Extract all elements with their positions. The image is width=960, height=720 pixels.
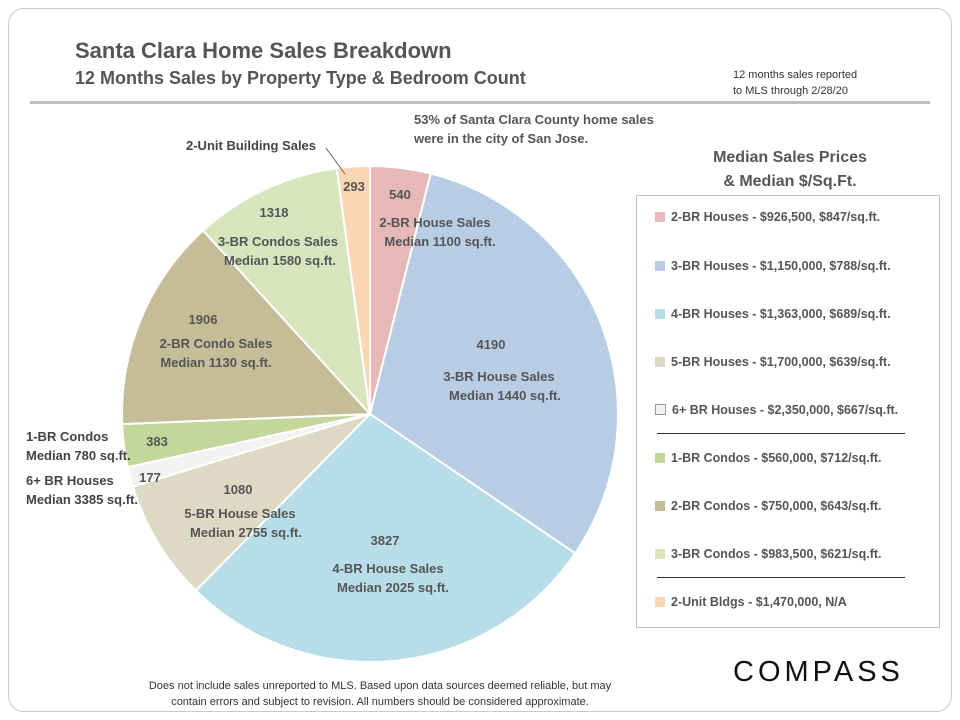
- slice-label-1br-condo-line-1: 1-BR Condos: [26, 429, 108, 444]
- slice-label-2br-house-line-2: Median 1100 sq.ft.: [384, 234, 495, 249]
- legend-item-text: 2-BR Houses - $926,500, $847/sq.ft.: [671, 210, 881, 224]
- pie-slice-5br-house: [131, 413, 371, 592]
- value-label-2unit-bldg: 293: [343, 179, 365, 194]
- slice-label-3br-condo-line-1: 3-BR Condos Sales: [218, 234, 338, 249]
- legend-item-text: 3-BR Houses - $1,150,000, $788/sq.ft.: [671, 259, 891, 273]
- legend-swatch: [655, 597, 665, 607]
- slice-label-1br-condo-line-2: Median 780 sq.ft.: [26, 448, 131, 463]
- legend-item-2br-houses: 2-BR Houses - $926,500, $847/sq.ft.: [655, 210, 880, 224]
- value-label-1br-condo: 383: [146, 434, 168, 449]
- annotation-line-2: were in the city of San Jose.: [413, 131, 588, 146]
- legend-item-1br-condos: 1-BR Condos - $560,000, $712/sq.ft.: [655, 451, 882, 465]
- value-label-2br-house: 540: [389, 187, 411, 202]
- pie-labels: 53% of Santa Clara County home sales wer…: [26, 112, 654, 595]
- legend-swatch: [655, 212, 665, 222]
- chart-title: Santa Clara Home Sales Breakdown: [75, 38, 452, 63]
- legend-swatch: [655, 501, 665, 511]
- legend-swatch: [655, 309, 665, 319]
- legend-item-4br-houses: 4-BR Houses - $1,363,000, $689/sq.ft.: [655, 307, 891, 321]
- slice-label-6br-house-line-1: 6+ BR Houses: [26, 473, 114, 488]
- legend-swatch: [655, 357, 665, 367]
- value-label-3br-condo: 1318: [260, 205, 289, 220]
- chart-subtitle: 12 Months Sales by Property Type & Bedro…: [75, 68, 526, 88]
- report-note-line-1: 12 months sales reported: [733, 69, 858, 81]
- legend-item-5br-houses: 5-BR Houses - $1,700,000, $639/sq.ft.: [655, 355, 891, 369]
- footnote-line-2: contain errors and subject to revision. …: [171, 696, 589, 708]
- legend-title-line-1: Median Sales Prices: [713, 149, 867, 166]
- footnote: Does not include sales unreported to MLS…: [90, 678, 670, 710]
- legend-item-text: 1-BR Condos - $560,000, $712/sq.ft.: [671, 451, 882, 465]
- legend-swatch: [655, 404, 666, 415]
- annotation-line-1: 53% of Santa Clara County home sales: [414, 112, 654, 127]
- slice-label-5br-house-line-2: Median 2755 sq.ft.: [190, 525, 302, 540]
- legend-swatch: [655, 261, 665, 271]
- pie-slice-2br-condo: [121, 229, 373, 426]
- legend-divider-2: [657, 577, 905, 578]
- legend: 2-BR Houses - $926,500, $847/sq.ft. 3-BR…: [636, 195, 940, 628]
- title-divider: [30, 101, 930, 104]
- value-label-2br-condo: 1906: [189, 312, 218, 327]
- legend-divider-1: [657, 433, 905, 434]
- compass-logo: COMPASS: [733, 656, 904, 688]
- legend-item-3br-condos: 3-BR Condos - $983,500, $621/sq.ft.: [655, 547, 882, 561]
- slice-label-3br-condo-line-2: Median 1580 sq.ft.: [224, 253, 336, 268]
- legend-swatch: [655, 453, 665, 463]
- legend-item-2unit-bldgs: 2-Unit Bldgs - $1,470,000, N/A: [655, 595, 847, 609]
- slice-label-3br-house-line-1: 3-BR House Sales: [443, 369, 554, 384]
- slice-label-2br-condo-line-1: 2-BR Condo Sales: [160, 336, 273, 351]
- value-label-6br-house: 177: [139, 470, 161, 485]
- value-label-4br-house: 3827: [371, 533, 400, 548]
- legend-item-text: 6+ BR Houses - $2,350,000, $667/sq.ft.: [672, 403, 899, 417]
- legend-item-2br-condos: 2-BR Condos - $750,000, $643/sq.ft.: [655, 499, 882, 513]
- legend-item-text: 2-BR Condos - $750,000, $643/sq.ft.: [671, 499, 882, 513]
- report-note: 12 months sales reported to MLS through …: [733, 67, 913, 99]
- legend-swatch: [655, 549, 665, 559]
- pie-slice-2unit-bldg: [335, 164, 371, 415]
- pie-slices: [121, 164, 619, 663]
- pie-slice-3br-house: [368, 172, 619, 555]
- slice-label-2unit-bldg: 2-Unit Building Sales: [186, 138, 316, 153]
- legend-title-line-2: & Median $/Sq.Ft.: [723, 173, 857, 190]
- report-note-line-2: to MLS through 2/28/20: [733, 85, 848, 97]
- legend-item-text: 5-BR Houses - $1,700,000, $639/sq.ft.: [671, 355, 891, 369]
- value-label-5br-house: 1080: [224, 482, 253, 497]
- footnote-line-1: Does not include sales unreported to MLS…: [148, 680, 612, 692]
- slice-label-3br-house-line-2: Median 1440 sq.ft.: [449, 388, 561, 403]
- slice-label-4br-house-line-1: 4-BR House Sales: [332, 561, 443, 576]
- legend-item-text: 4-BR Houses - $1,363,000, $689/sq.ft.: [671, 307, 891, 321]
- slice-label-4br-house-line-2: Median 2025 sq.ft.: [337, 580, 449, 595]
- value-label-3br-house: 4190: [477, 337, 506, 352]
- legend-item-3br-houses: 3-BR Houses - $1,150,000, $788/sq.ft.: [655, 259, 891, 273]
- slice-label-2br-condo-line-2: Median 1130 sq.ft.: [160, 355, 271, 370]
- legend-item-6br-houses: 6+ BR Houses - $2,350,000, $667/sq.ft.: [655, 403, 898, 417]
- pie-slice-3br-condo: [201, 167, 372, 418]
- pie-slice-4br-house: [194, 412, 577, 663]
- slice-label-6br-house-line-2: Median 3385 sq.ft.: [26, 492, 138, 507]
- slice-label-5br-house-line-1: 5-BR House Sales: [184, 506, 295, 521]
- leader-line-2unit-bldg: [325, 147, 346, 175]
- legend-item-text: 3-BR Condos - $983,500, $621/sq.ft.: [671, 547, 882, 561]
- legend-item-text: 2-Unit Bldgs - $1,470,000, N/A: [671, 595, 847, 609]
- legend-title: Median Sales Prices & Median $/Sq.Ft.: [680, 146, 900, 194]
- slice-label-2br-house-line-1: 2-BR House Sales: [379, 215, 490, 230]
